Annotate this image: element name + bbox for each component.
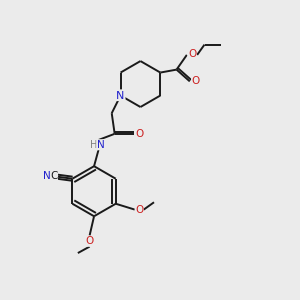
Text: O: O [135, 205, 143, 214]
Text: N: N [116, 90, 125, 100]
Text: O: O [85, 236, 94, 246]
Text: N: N [97, 140, 105, 150]
Text: C: C [50, 171, 58, 181]
Text: N: N [43, 171, 51, 181]
Text: N: N [116, 91, 125, 100]
Text: O: O [188, 49, 196, 59]
Text: H: H [90, 140, 98, 150]
Text: O: O [191, 76, 200, 86]
Text: O: O [136, 129, 144, 139]
